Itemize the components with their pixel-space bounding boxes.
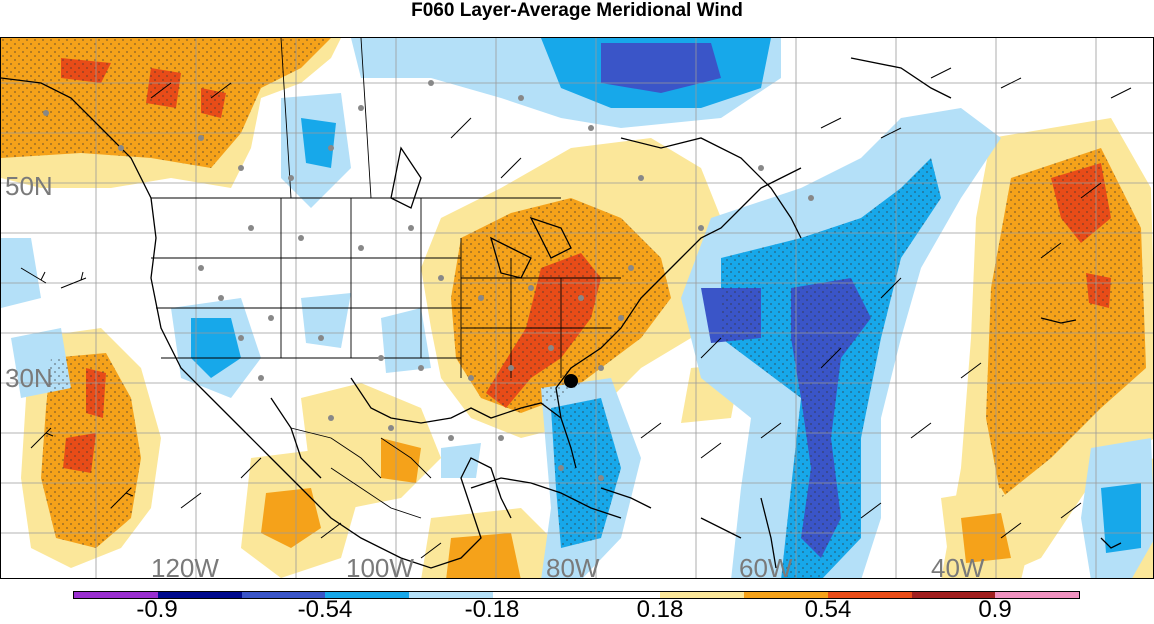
colorbar-segment [827, 592, 912, 598]
colorbar-label: 0.54 [804, 596, 852, 623]
colorbar-segment [157, 592, 242, 598]
significance-stippling [1, 38, 1146, 578]
lon-label-40w: 40W [931, 553, 985, 579]
colorbar-segment [325, 592, 409, 598]
colorbar [73, 591, 1080, 599]
colorbar-label: -0.54 [297, 596, 353, 623]
colorbar-segment [744, 592, 828, 598]
map-canvas [1, 38, 1153, 578]
colorbar-segment [995, 592, 1079, 598]
chart-title: F060 Layer-Average Meridional Wind [411, 0, 743, 21]
colorbar-segment [409, 592, 493, 598]
colorbar-segment [492, 592, 577, 598]
colorbar-label: -0.18 [464, 596, 520, 623]
mexico-boundaries [290, 427, 432, 519]
observation-stations [43, 80, 814, 481]
lon-label-60w: 60W [739, 553, 793, 579]
lon-label-120w: 120W [151, 553, 219, 579]
colorbar-segment [911, 592, 996, 598]
lon-label-100w: 100W [346, 553, 414, 579]
lat-lon-grid [1, 38, 1153, 578]
colorbar-segment [576, 592, 661, 598]
lon-label-80w: 80W [546, 553, 600, 579]
colorbar-label: 0.9 [978, 596, 1012, 623]
location-marker [564, 374, 578, 388]
colorbar-segment [660, 592, 744, 598]
colorbar-segment [74, 592, 158, 598]
wind-barbs [20, 67, 1132, 559]
lat-label-30n: 30N [5, 363, 53, 393]
lat-label-50n: 50N [5, 171, 53, 201]
coastlines-and-borders [1, 57, 1122, 569]
colorbar-segment [241, 592, 326, 598]
us-state-boundaries [151, 38, 621, 378]
meridional-wind-map: 50N 30N 120W 100W 80W 60W 40W [0, 37, 1154, 579]
colorbar-label: 0.18 [636, 596, 684, 623]
colorbar-label: -0.9 [136, 596, 178, 623]
